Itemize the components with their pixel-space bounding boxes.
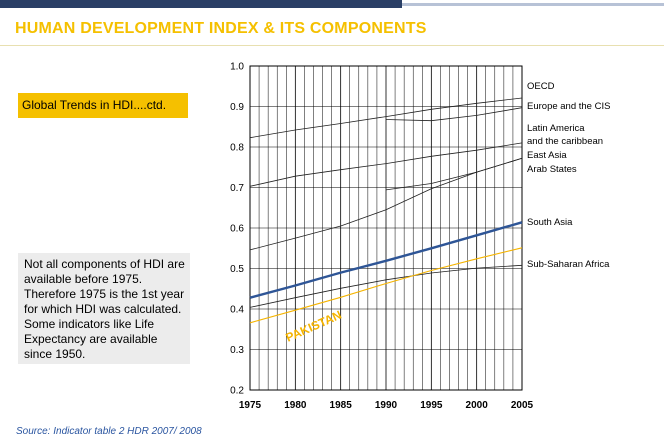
x-tick-label: 1985 bbox=[330, 400, 353, 411]
header-divider bbox=[0, 45, 664, 46]
subtitle-box: Global Trends in HDI....ctd. bbox=[18, 93, 188, 118]
plot-frame bbox=[249, 65, 523, 391]
y-tick-label: 0.8 bbox=[230, 143, 244, 154]
series-label-europe-and-the-cis: Europe and the CIS bbox=[527, 101, 610, 112]
y-tick-label: 1.0 bbox=[230, 62, 244, 73]
series-label-latin-america-and-the-caribbean: and the caribbean bbox=[527, 136, 603, 147]
top-band bbox=[0, 0, 402, 8]
series-line-arab-states bbox=[385, 157, 523, 191]
x-tick-label: 1990 bbox=[375, 400, 398, 411]
slide-title: HUMAN DEVELOPMENT INDEX & ITS COMPONENTS bbox=[15, 20, 427, 37]
series-line-europe-and-the-cis bbox=[385, 107, 523, 122]
series-label-south-asia: South Asia bbox=[527, 217, 573, 228]
subtitle-text: Global Trends in HDI....ctd. bbox=[22, 98, 167, 112]
y-tick-label: 0.3 bbox=[230, 345, 244, 356]
x-tick-label: 1980 bbox=[284, 400, 307, 411]
series-label-arab-states: Arab States bbox=[527, 164, 577, 175]
source-note: Source: Indicator table 2 HDR 2007/ 2008 bbox=[16, 426, 202, 437]
series-line-south-asia bbox=[249, 221, 523, 299]
x-tick-label: 2000 bbox=[466, 400, 489, 411]
y-tick-label: 0.4 bbox=[230, 305, 244, 316]
x-tick-label: 1975 bbox=[239, 400, 262, 411]
y-tick-label: 0.9 bbox=[230, 102, 244, 113]
x-tick-label: 2005 bbox=[511, 400, 534, 411]
x-tick-label: 1995 bbox=[420, 400, 443, 411]
series-line-pakistan bbox=[249, 247, 523, 324]
series-line-oecd bbox=[249, 97, 523, 139]
y-tick-label: 0.7 bbox=[230, 183, 244, 194]
note-text: Not all components of HDI are available … bbox=[24, 257, 185, 361]
series-label-latin-america-and-the-caribbean: Latin America bbox=[527, 123, 585, 134]
y-tick-label: 0.2 bbox=[230, 386, 244, 397]
top-band-accent bbox=[402, 3, 664, 6]
note-box: Not all components of HDI are available … bbox=[18, 253, 190, 364]
series-label-oecd: OECD bbox=[527, 81, 555, 92]
series-line-sub-saharan-africa bbox=[249, 264, 523, 308]
series-label-east-asia: East Asia bbox=[527, 150, 567, 161]
y-tick-label: 0.6 bbox=[230, 224, 244, 235]
series-line-latin-america-and-the-caribbean bbox=[249, 142, 523, 187]
series-label-sub-saharan-africa: Sub-Saharan Africa bbox=[527, 259, 610, 270]
y-tick-label: 0.5 bbox=[230, 264, 244, 275]
